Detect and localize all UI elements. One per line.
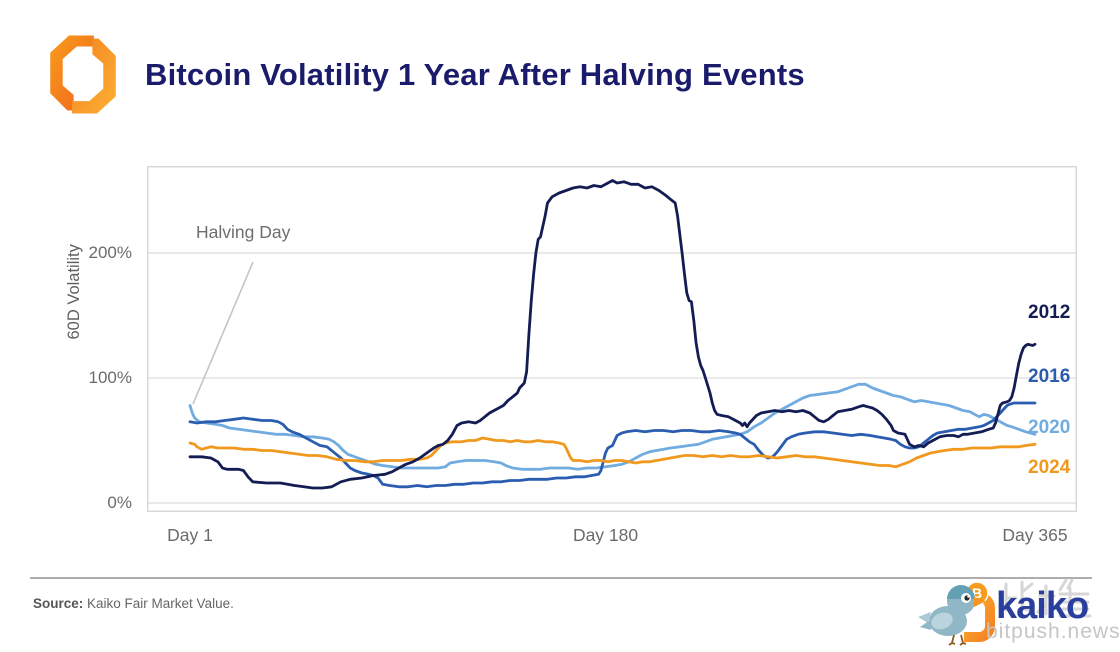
svg-text:B: B	[972, 585, 982, 601]
volatility-line-chart	[147, 166, 1077, 512]
bitpush-cn-watermark	[1004, 578, 1092, 618]
series-label-2024: 2024	[1028, 457, 1071, 478]
halving-day-annotation: Halving Day	[196, 222, 291, 242]
x-tick-day-365: Day 365	[1002, 525, 1068, 545]
line-2012	[188, 179, 1037, 490]
bitpush-bird-icon: B	[918, 581, 995, 646]
source-note: Source: Kaiko Fair Market Value.	[33, 596, 234, 611]
footer-divider	[30, 577, 1092, 579]
source-text: Kaiko Fair Market Value.	[87, 596, 234, 611]
source-label: Source:	[33, 596, 84, 611]
line-2024	[188, 436, 1037, 469]
y-tick-0%: 0%	[107, 493, 132, 512]
x-tick-day-1: Day 1	[167, 525, 213, 545]
y-tick-100%: 100%	[88, 368, 132, 387]
series-label-2012: 2012	[1028, 302, 1071, 323]
y-tick-200%: 200%	[88, 243, 132, 262]
plot-border	[147, 166, 1077, 512]
series-label-2016: 2016	[1028, 366, 1071, 387]
kaiko-logo-icon	[50, 35, 116, 114]
series-label-2020: 2020	[1028, 417, 1071, 438]
line-2016	[188, 401, 1037, 489]
halving-day-leader-line	[192, 261, 254, 405]
line-2020	[188, 382, 1037, 471]
page-title: Bitcoin Volatility 1 Year After Halving …	[145, 57, 805, 92]
bitpush-news-watermark: bitpush.news	[986, 620, 1120, 643]
x-tick-day-180: Day 180	[572, 525, 639, 545]
kaiko-wordmark: kaiko	[996, 585, 1089, 627]
